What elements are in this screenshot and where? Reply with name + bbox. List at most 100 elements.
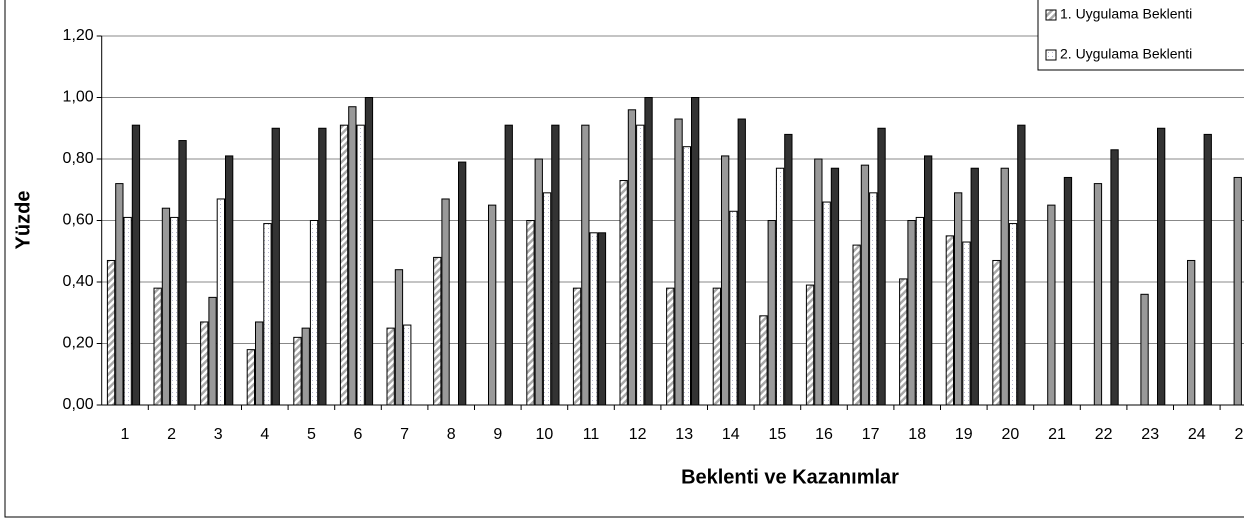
x-tick-label: 19 xyxy=(955,426,973,443)
bar xyxy=(263,223,272,406)
bar xyxy=(318,127,327,406)
bar xyxy=(572,287,582,406)
bar xyxy=(339,124,349,406)
bar xyxy=(153,287,162,406)
bar xyxy=(348,106,357,406)
bar xyxy=(225,155,234,406)
x-tick-label: 22 xyxy=(1095,426,1113,443)
bar xyxy=(627,109,637,406)
bar xyxy=(907,220,916,406)
bar xyxy=(784,133,793,406)
y-tick-label: 0,60 xyxy=(63,212,94,229)
bar xyxy=(1233,176,1242,406)
x-axis-label: Beklenti ve Kazanımlar xyxy=(681,466,899,488)
bar xyxy=(386,327,395,406)
x-tick-label: 23 xyxy=(1141,426,1159,443)
x-tick-label: 17 xyxy=(862,426,880,443)
bar xyxy=(970,167,979,406)
bar xyxy=(1017,124,1026,406)
bar xyxy=(1008,223,1018,406)
bar xyxy=(255,321,264,406)
bar xyxy=(945,235,955,406)
bar xyxy=(271,127,280,406)
bar xyxy=(301,327,310,406)
y-tick-label: 1,20 xyxy=(63,27,94,44)
bar xyxy=(581,124,590,406)
x-tick-label: 25 xyxy=(1235,426,1244,443)
bar xyxy=(899,278,908,406)
bar xyxy=(1000,167,1009,406)
x-tick-label: 3 xyxy=(214,426,223,443)
bar xyxy=(682,146,692,406)
bar xyxy=(805,284,815,406)
bar xyxy=(691,97,700,406)
x-tick-label: 2 xyxy=(167,426,176,443)
y-tick-label: 1,00 xyxy=(63,89,94,106)
x-tick-label: 18 xyxy=(908,426,926,443)
bar xyxy=(852,244,861,406)
bar xyxy=(356,124,365,406)
bar xyxy=(589,232,598,406)
bar xyxy=(246,349,255,406)
bar xyxy=(216,198,225,406)
bar xyxy=(458,161,467,406)
bar xyxy=(403,324,412,406)
bar xyxy=(1047,204,1056,406)
bar xyxy=(597,232,607,406)
x-tick-label: 24 xyxy=(1188,426,1206,443)
legend-label: 1. Uygulama Beklenti xyxy=(1060,6,1192,22)
bar xyxy=(814,158,823,406)
x-tick-label: 21 xyxy=(1048,426,1066,443)
x-tick-label: 13 xyxy=(675,426,693,443)
bar xyxy=(636,124,645,406)
x-tick-label: 9 xyxy=(493,426,502,443)
x-tick-label: 6 xyxy=(354,426,363,443)
legend-swatch xyxy=(1045,49,1057,61)
bar xyxy=(293,336,302,406)
y-tick-label: 0,40 xyxy=(63,273,94,290)
bar xyxy=(721,155,730,406)
bar xyxy=(822,201,831,406)
bar xyxy=(877,127,886,406)
bar xyxy=(869,192,878,406)
x-tick-label: 5 xyxy=(307,426,316,443)
y-tick-label: 0,80 xyxy=(63,150,94,167)
bar xyxy=(161,207,171,406)
bar xyxy=(962,241,971,406)
bar xyxy=(924,155,933,406)
bar xyxy=(674,118,683,406)
bar xyxy=(666,287,675,406)
bar xyxy=(488,204,497,406)
bar xyxy=(954,192,963,406)
x-tick-label: 8 xyxy=(447,426,456,443)
bar xyxy=(1157,127,1166,406)
bar xyxy=(115,183,124,406)
bar xyxy=(1140,293,1149,406)
bar xyxy=(542,192,552,406)
x-tick-label: 14 xyxy=(722,426,740,443)
x-tick-label: 15 xyxy=(769,426,787,443)
x-tick-label: 4 xyxy=(260,426,269,443)
bar xyxy=(1093,183,1103,406)
bar xyxy=(123,216,132,406)
bar xyxy=(309,220,319,406)
bar xyxy=(767,220,776,406)
bar xyxy=(860,164,870,406)
y-tick-label: 0,00 xyxy=(63,396,94,413)
x-tick-label: 20 xyxy=(1002,426,1020,443)
bar xyxy=(737,118,746,406)
bar xyxy=(364,97,374,406)
bar xyxy=(433,256,442,406)
x-tick-label: 1 xyxy=(121,426,130,443)
bar xyxy=(1203,133,1212,406)
bar xyxy=(1063,176,1073,406)
bar xyxy=(208,296,217,406)
bar xyxy=(644,97,653,406)
x-tick-label: 10 xyxy=(536,426,554,443)
x-tick-label: 11 xyxy=(583,426,600,443)
bar xyxy=(394,269,404,406)
bar xyxy=(729,210,738,406)
bar xyxy=(441,198,450,406)
y-tick-label: 0,20 xyxy=(63,335,94,352)
bar xyxy=(106,259,116,406)
